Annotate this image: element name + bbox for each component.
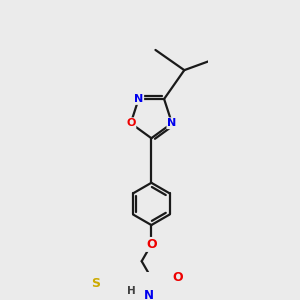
Text: N: N <box>167 118 177 128</box>
Text: N: N <box>134 94 143 104</box>
Text: O: O <box>126 118 135 128</box>
Text: O: O <box>172 272 183 284</box>
Text: N: N <box>144 289 154 300</box>
Text: S: S <box>92 277 100 290</box>
Text: O: O <box>146 238 157 251</box>
Text: H: H <box>127 286 136 296</box>
